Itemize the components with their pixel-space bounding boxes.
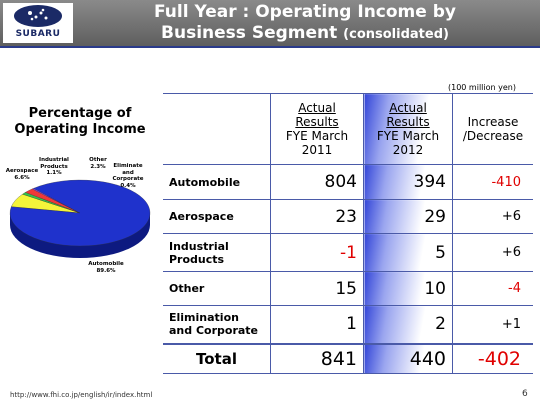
pie-label-value: 6.6% — [14, 174, 30, 181]
chart-title: Percentage of Operating Income — [14, 106, 146, 137]
pie-label-value: 89.6% — [96, 267, 116, 274]
pie-chart — [9, 179, 151, 258]
pie-label: Eliminate and Corporate 0.4% — [110, 163, 146, 189]
row-label: Other — [163, 271, 271, 306]
column-header: Actual Results FYE March 2012 — [363, 93, 453, 165]
title-line: Full Year : Operating Income by — [154, 2, 456, 22]
header-row: Actual Results FYE March 2011 Actual Resul… — [163, 93, 533, 165]
pie-label-name: Automobile — [88, 261, 124, 267]
table-row: Total 841 440 -402 — [163, 342, 533, 374]
row-label: Industrial Products — [163, 233, 271, 272]
corner-cell — [163, 93, 271, 165]
row-label: Total — [163, 342, 271, 374]
pie-label-name: Aerospace — [5, 168, 39, 174]
cell: +1 — [452, 305, 533, 344]
column-period: Increase /Decrease — [462, 115, 524, 143]
pie-label: Other 2.3% — [80, 157, 116, 170]
cell: 394 — [363, 164, 453, 200]
row-label: Automobile — [163, 164, 271, 200]
pie-slice — [9, 179, 151, 247]
table-row: Industrial Products -1 5 +6 — [163, 233, 533, 272]
footer-url: http://www.fhi.co.jp/english/ir/index.ht… — [10, 391, 153, 399]
table: Actual Results FYE March 2011 Actual Resul… — [163, 93, 533, 374]
logo-emblem — [14, 5, 62, 27]
cell: -1 — [270, 233, 364, 272]
slide-title: Full Year : Operating Income by Business… — [80, 2, 530, 45]
column-title: Actual Results — [386, 101, 430, 129]
column-header: Actual Results FYE March 2011 — [270, 93, 364, 165]
cell: +6 — [452, 199, 533, 234]
table-row: Other 15 10 -4 — [163, 271, 533, 306]
column-period: FYE March 2011 — [285, 129, 349, 157]
pie-label: Aerospace 6.6% — [4, 168, 40, 181]
cell: 15 — [270, 271, 364, 306]
cell: 29 — [363, 199, 453, 234]
unit-note: (100 million yen) — [448, 83, 516, 92]
cell: 440 — [363, 342, 453, 374]
pie-label-name: Industrial Products — [39, 157, 69, 170]
pie-label-value: 0.4% — [120, 182, 136, 189]
cell: 804 — [270, 164, 364, 200]
logo: SUBARU — [3, 3, 73, 43]
pie-label-name: Eliminate and Corporate — [112, 163, 144, 182]
row-label: Aerospace — [163, 199, 271, 234]
cell: 1 — [270, 305, 364, 344]
pie-label: Automobile 89.6% — [88, 261, 124, 274]
cell: -410 — [452, 164, 533, 200]
header-bar: SUBARU Full Year : Operating Income by B… — [0, 0, 540, 46]
page-number: 6 — [522, 389, 528, 399]
title-text: Business Segment — [161, 23, 338, 43]
cell: 841 — [270, 342, 364, 374]
header-rule — [0, 46, 540, 48]
title-line: Business Segment (consolidated) — [80, 23, 530, 45]
cell: 10 — [363, 271, 453, 306]
title-note: (consolidated) — [343, 27, 449, 42]
pie-label-name: Other — [89, 157, 107, 163]
cell: 23 — [270, 199, 364, 234]
pie-label: Industrial Products 1.1% — [36, 157, 72, 177]
table-row: Elimination and Corporate 1 2 +1 — [163, 305, 533, 344]
column-period: FYE March 2012 — [376, 129, 440, 157]
table-row: Automobile 804 394 -410 — [163, 164, 533, 200]
cell: 2 — [363, 305, 453, 344]
row-label: Elimination and Corporate — [163, 305, 271, 344]
table-row: Aerospace 23 29 +6 — [163, 199, 533, 234]
cell: -4 — [452, 271, 533, 306]
pie-label-value: 1.1% — [46, 170, 62, 176]
logo-text: SUBARU — [15, 29, 61, 39]
cell: 5 — [363, 233, 453, 272]
pie-label-value: 2.3% — [90, 163, 106, 170]
column-header: Increase /Decrease — [452, 93, 533, 165]
cell: +6 — [452, 233, 533, 272]
cell: -402 — [452, 342, 533, 374]
column-title: Actual Results — [295, 101, 339, 129]
